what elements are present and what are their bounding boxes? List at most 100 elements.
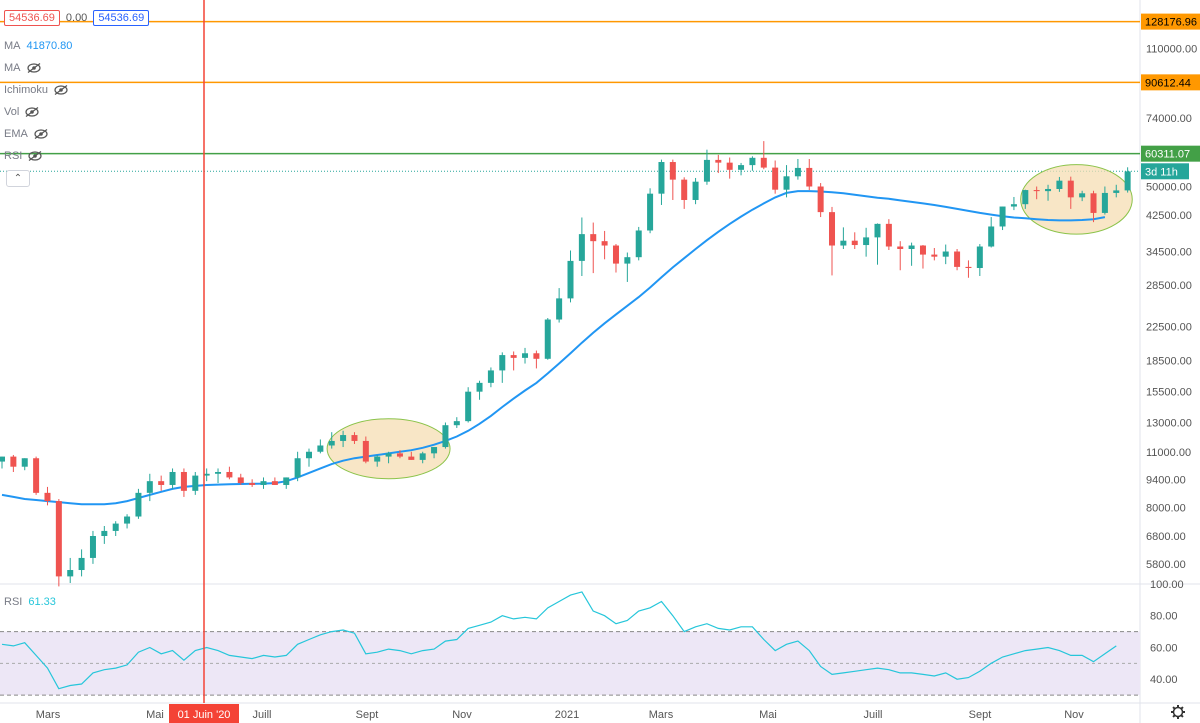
candle — [794, 159, 801, 180]
candle — [783, 165, 790, 198]
legend-rsi-pane[interactable]: RSI 61.33 — [4, 596, 56, 608]
countdown-tag — [1141, 163, 1189, 180]
candle — [101, 525, 108, 544]
candle-body — [863, 237, 870, 246]
time-tick-label: 2021 — [555, 709, 579, 721]
collapse-legend-button[interactable]: ⌃ — [6, 170, 30, 187]
legend-ichimoku[interactable]: Ichimoku — [4, 84, 68, 96]
candle — [294, 451, 301, 482]
candle-body — [465, 391, 472, 422]
legend-vol[interactable]: Vol — [4, 106, 39, 118]
sell-price-box[interactable]: 54536.69 — [4, 10, 60, 26]
candle — [567, 250, 574, 303]
candle — [624, 252, 631, 282]
candle — [271, 477, 278, 485]
candle-body — [794, 167, 801, 177]
price-tick-label: 5800.00 — [1146, 559, 1186, 571]
settings-gear-icon[interactable] — [1171, 705, 1185, 719]
price-tick-label: 9400.00 — [1146, 474, 1186, 486]
candle-body — [1124, 171, 1131, 191]
candle-body — [78, 557, 85, 571]
buy-price-box[interactable]: 54536.69 — [93, 10, 150, 26]
candle-body — [124, 516, 131, 524]
highlight-ellipse — [326, 418, 451, 480]
time-tick-label: Mars — [649, 709, 674, 721]
time-tick-label: Nov — [1064, 709, 1084, 721]
candle-body — [1022, 190, 1029, 205]
candle-body — [0, 456, 5, 462]
candle — [533, 350, 540, 369]
candle — [10, 454, 17, 472]
hidden-eye-icon[interactable] — [34, 129, 48, 139]
candle — [374, 454, 381, 467]
symbol-price-row: 54536.69 0.00 54536.69 — [4, 10, 150, 26]
ichimoku-label: Ichimoku — [4, 84, 49, 96]
candle — [635, 226, 642, 261]
candle-body — [829, 212, 836, 246]
ma1-label: MA — [4, 40, 21, 52]
candle-body — [715, 159, 722, 163]
candle — [851, 232, 858, 249]
candle-body — [738, 165, 745, 170]
candle — [283, 477, 290, 489]
candle-body — [21, 458, 28, 467]
candle — [829, 206, 836, 276]
candle-body — [442, 425, 449, 448]
candle-body — [988, 226, 995, 247]
time-tick-label: Sept — [969, 709, 992, 721]
price-tick-label: 18500.00 — [1146, 356, 1192, 368]
candle — [442, 422, 449, 449]
candle-body — [533, 353, 540, 359]
candle-body — [419, 453, 426, 460]
level-price-label: 128176.96 — [1145, 17, 1197, 29]
candle — [931, 247, 938, 261]
candle-body — [260, 481, 267, 485]
candle-body — [374, 456, 381, 462]
candle-body — [612, 245, 619, 264]
candle — [1067, 176, 1074, 209]
level-price-label: 90612.44 — [1145, 77, 1191, 89]
candle — [715, 154, 722, 174]
candle — [760, 141, 767, 170]
candle-body — [1090, 193, 1097, 213]
ma1-value: 41870.80 — [26, 40, 73, 52]
candle — [146, 473, 153, 502]
legend-ma1[interactable]: MA 41870.80 — [4, 40, 72, 52]
candle — [772, 160, 779, 194]
level-price-tag — [1141, 74, 1200, 91]
candle — [510, 351, 517, 371]
candle — [396, 450, 403, 459]
hidden-eye-icon[interactable] — [26, 63, 41, 73]
candle-body — [1033, 190, 1040, 192]
rsi-tick-label: 100.00 — [1150, 579, 1184, 591]
candle-body — [67, 570, 74, 577]
candle — [499, 352, 506, 383]
candle-body — [328, 440, 335, 446]
candle — [1124, 167, 1131, 193]
candle-body — [1067, 180, 1074, 198]
rsi-tick-label: 40.00 — [1150, 674, 1178, 686]
candle-body — [658, 162, 665, 194]
candle — [0, 456, 5, 469]
candle — [169, 468, 176, 489]
candle-body — [840, 240, 847, 246]
date-marker-tag — [169, 704, 239, 723]
candle-body — [965, 266, 972, 269]
legend-rsi-overlay[interactable]: RSI — [4, 150, 42, 162]
hidden-eye-icon[interactable] — [25, 107, 39, 117]
hidden-eye-icon[interactable] — [28, 151, 42, 161]
candle-body — [681, 179, 688, 200]
candle — [976, 244, 983, 276]
legend-ema[interactable]: EMA — [4, 128, 48, 140]
price-tick-label: 6800.00 — [1146, 531, 1186, 543]
legend-ma2[interactable]: MA — [4, 62, 41, 74]
price-tick-label: 74000.00 — [1146, 113, 1192, 125]
candle — [305, 448, 312, 467]
hidden-eye-icon[interactable] — [54, 85, 68, 95]
candle-body — [112, 523, 119, 531]
candle — [601, 230, 608, 260]
candle-body — [1113, 190, 1120, 193]
candle-body — [578, 234, 585, 261]
candle-body — [385, 453, 392, 457]
